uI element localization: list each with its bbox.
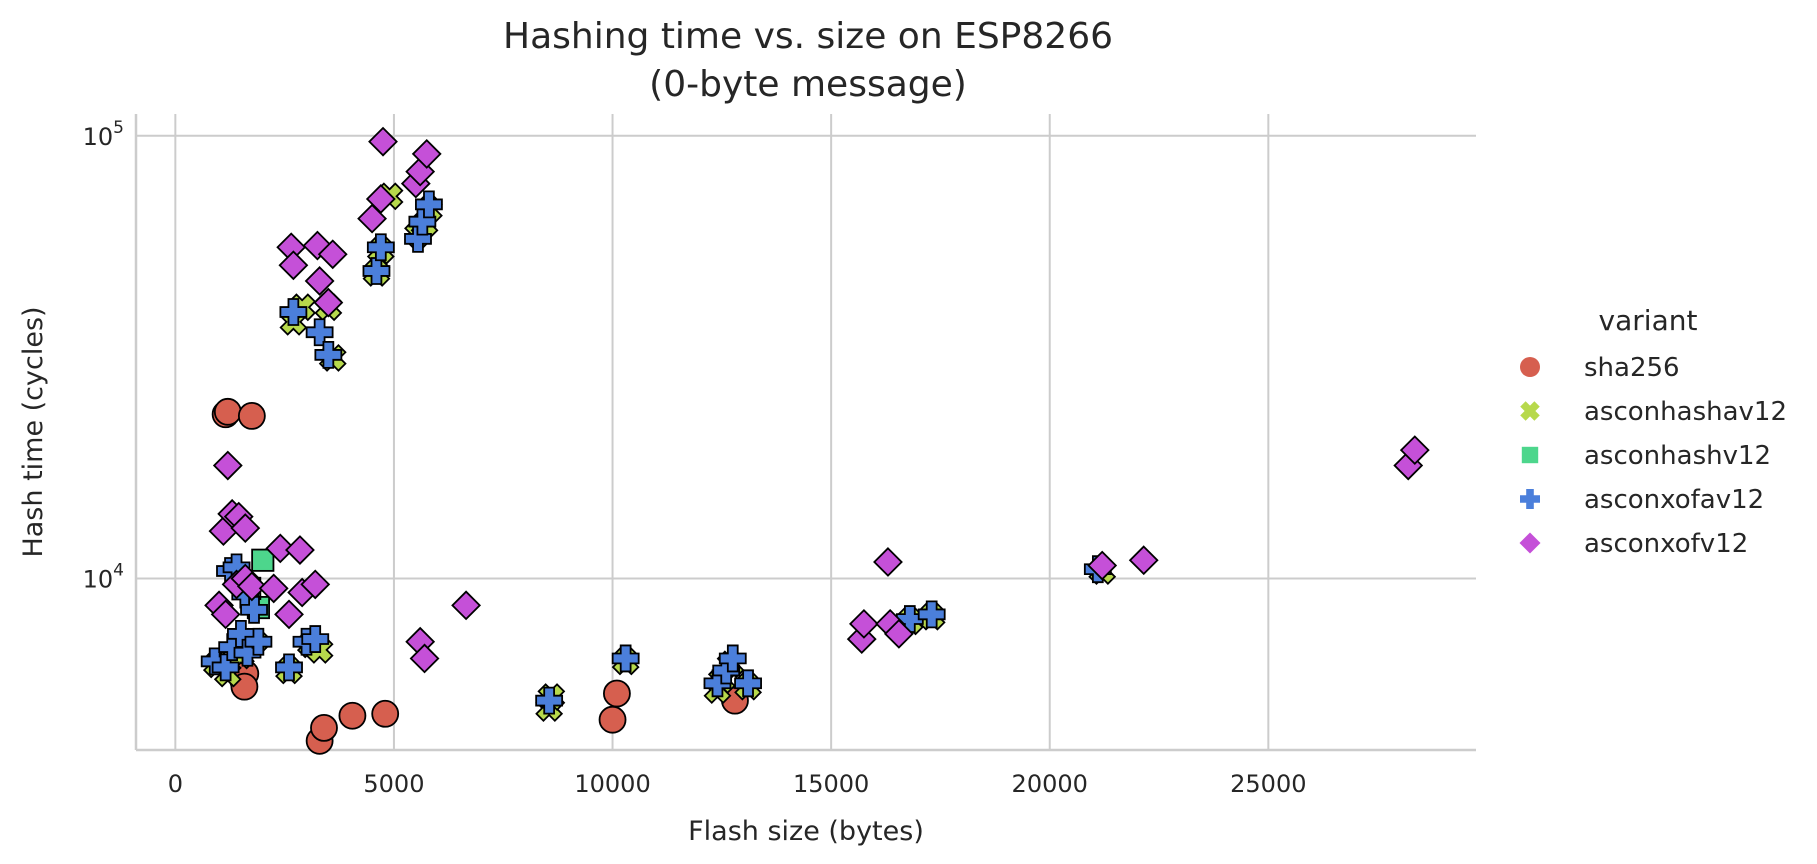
data-point-sha256 <box>310 713 338 742</box>
data-point-asconxofv12 <box>285 535 315 565</box>
y-tick-exponent: 5 <box>113 118 124 138</box>
data-point-asconxofav12 <box>366 233 395 262</box>
data-point-asconxofv12 <box>212 450 243 481</box>
data-point-asconxofv12 <box>1087 550 1118 581</box>
data-point-asconxofav12 <box>233 638 262 667</box>
series-sha256 <box>211 397 749 755</box>
data-point-sha256 <box>603 679 631 708</box>
data-point-asconxofav12 <box>734 669 762 698</box>
data-point-asconxofv12 <box>365 184 396 214</box>
data-point-asconhashv12 <box>251 548 275 572</box>
data-point-asconxofav12 <box>301 625 330 653</box>
data-point-asconxofv12 <box>304 266 335 296</box>
data-point-asconxofv12 <box>1399 435 1430 466</box>
data-point-asconxofv12 <box>411 139 442 169</box>
data-point-asconxofv12 <box>274 599 304 630</box>
data-point-asconxofav12 <box>200 647 229 676</box>
data-point-sha256 <box>371 699 400 728</box>
x-tick-label: 0 <box>168 770 183 798</box>
chart-title: Hashing time vs. size on ESP8266 (0-byte… <box>503 16 1113 105</box>
data-point-asconxofav12 <box>362 257 391 285</box>
legend-title: variant <box>1599 304 1698 337</box>
legend-item-asconxofv12: asconxofv12 <box>1519 529 1748 559</box>
x-tick-label: 25000 <box>1230 770 1306 798</box>
data-point-asconxofv12 <box>278 250 309 281</box>
x-axis-label: Flash size (bytes) <box>688 816 924 847</box>
x-tick-label: 15000 <box>793 770 869 798</box>
legend-item-asconhashav12: asconhashav12 <box>1520 397 1787 427</box>
data-point-asconxofav12 <box>314 340 343 369</box>
y-axis-label: Hash time (cycles) <box>18 306 49 557</box>
data-point-asconxofav12 <box>917 600 946 629</box>
data-point-asconxofv12 <box>236 571 267 602</box>
grid-lines <box>136 114 1476 750</box>
data-point-asconxofav12 <box>275 653 303 682</box>
data-point-asconxofv12 <box>313 287 344 318</box>
data-point-asconxofav12 <box>535 686 564 715</box>
legend-label-asconxofav12: asconxofav12 <box>1584 485 1764 515</box>
x-tick-labels: 0 5000 10000 15000 20000 25000 <box>168 770 1307 798</box>
legend-marker-asconxofv12 <box>1519 532 1541 554</box>
series-asconxofv12 <box>204 126 1430 674</box>
x-tick-label: 5000 <box>363 770 424 798</box>
y-tick-base: 10 <box>83 123 114 151</box>
data-point-asconxofav12 <box>611 644 640 673</box>
axis-spines <box>134 114 1476 752</box>
data-point-asconxofv12 <box>265 533 296 564</box>
data-point-asconxofv12 <box>368 126 398 157</box>
legend-label-asconhashav12: asconhashav12 <box>1584 397 1787 427</box>
legend-marker-asconhashav12 <box>1520 401 1540 421</box>
x-tick-label: 20000 <box>1012 770 1088 798</box>
data-point-asconxofv12 <box>230 513 261 544</box>
data-point-asconxofv12 <box>409 643 440 674</box>
legend-item-asconxofav12: asconxofav12 <box>1520 485 1764 515</box>
legend-item-asconhashv12: asconhashv12 <box>1521 441 1771 471</box>
series-asconhashav12 <box>202 182 1117 722</box>
chart-title-line-1: Hashing time vs. size on ESP8266 <box>503 16 1113 57</box>
legend-label-asconxofv12: asconxofv12 <box>1584 529 1748 559</box>
data-point-sha256 <box>598 705 627 734</box>
chart-title-line-2: (0-byte message) <box>649 64 967 105</box>
legend-label-asconhashv12: asconhashv12 <box>1584 441 1771 471</box>
legend: variant sha256 asconhashav12 asconhashv12 a… <box>1519 304 1787 559</box>
data-point-asconxofav12 <box>895 605 924 633</box>
data-point-sha256 <box>213 397 242 426</box>
data-point-asconxofv12 <box>849 608 879 639</box>
data-point-asconxofv12 <box>300 569 331 600</box>
legend-marker-asconhashv12 <box>1521 446 1539 464</box>
series-asconxofav12 <box>200 190 1112 715</box>
data-point-asconxofav12 <box>240 595 268 624</box>
legend-item-sha256: sha256 <box>1520 353 1680 383</box>
data-point-asconxofav12 <box>211 653 240 682</box>
y-tick-label: 104 <box>83 561 124 594</box>
data-point-asconxofav12 <box>718 644 747 673</box>
y-tick-label: 105 <box>83 118 124 151</box>
y-tick-base: 10 <box>83 566 114 594</box>
legend-marker-sha256 <box>1520 357 1540 377</box>
x-tick-label: 10000 <box>574 770 650 798</box>
data-point-asconxofv12 <box>317 239 348 270</box>
legend-marker-asconxofav12 <box>1520 489 1540 509</box>
data-point-sha256 <box>338 701 367 730</box>
data-point-asconxofv12 <box>873 547 903 577</box>
plot-area <box>200 126 1430 755</box>
data-point-asconxofav12 <box>244 627 273 656</box>
data-point-asconxofav12 <box>279 298 308 326</box>
legend-label-sha256: sha256 <box>1584 353 1680 383</box>
data-point-asconxofv12 <box>883 618 914 649</box>
data-point-asconxofv12 <box>258 573 289 604</box>
data-point-asconxofv12 <box>451 590 482 621</box>
data-point-asconxofav12 <box>415 190 443 219</box>
data-point-asconxofv12 <box>210 599 241 630</box>
y-tick-exponent: 4 <box>113 561 124 581</box>
data-point-asconxofv12 <box>1128 545 1159 576</box>
data-point-sha256 <box>237 402 266 430</box>
